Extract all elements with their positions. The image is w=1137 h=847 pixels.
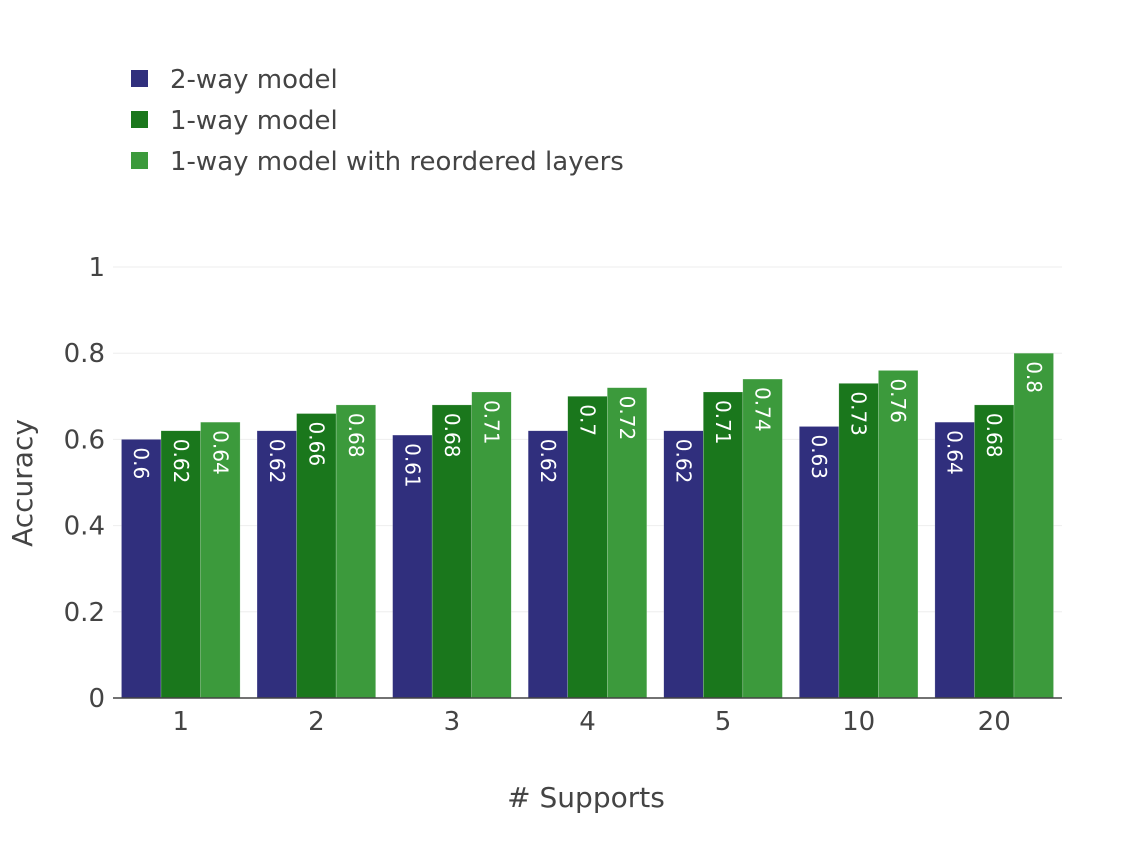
legend-swatch	[131, 70, 148, 87]
bar	[934, 421, 975, 699]
x-tick-label: 10	[842, 707, 875, 737]
bar	[663, 430, 704, 699]
bar	[838, 383, 879, 699]
bar-data-label: 0.64	[943, 430, 967, 475]
y-tick-label: 0	[88, 684, 105, 714]
bar	[607, 387, 648, 699]
bar-data-label: 0.74	[751, 387, 775, 432]
bar	[567, 396, 608, 699]
bar-data-label: 0.72	[615, 396, 639, 441]
bar-data-label: 0.8	[1022, 361, 1046, 393]
y-tick-label: 1	[88, 253, 105, 283]
bar-data-label: 0.68	[440, 413, 464, 458]
bar-data-label: 0.66	[304, 422, 328, 467]
bar	[799, 426, 840, 699]
bar	[878, 370, 919, 699]
y-tick-label: 0.8	[64, 339, 105, 369]
x-tick-label: 3	[444, 707, 461, 737]
x-tick-label: 1	[173, 707, 190, 737]
bar-data-label: 0.62	[672, 439, 696, 484]
legend-label: 2-way model	[170, 65, 338, 95]
y-axis-label: Accuracy	[6, 419, 39, 547]
bar-data-label: 0.73	[847, 391, 871, 436]
bar	[527, 430, 568, 699]
x-tick-label: 20	[978, 707, 1011, 737]
bar-data-label: 0.62	[265, 439, 289, 484]
bar-data-label: 0.76	[886, 378, 910, 423]
bar-data-label: 0.71	[711, 400, 735, 445]
x-tick-label: 5	[715, 707, 732, 737]
bar-data-label: 0.71	[479, 400, 503, 445]
bar	[742, 378, 783, 699]
bar	[1013, 352, 1054, 699]
bars-group: 0.6 0.62 0.64 0.62 0.66 0.68 0.61 0.68 0.71 0.62 0…	[121, 352, 1054, 699]
bar-data-label: 0.62	[169, 439, 193, 484]
legend: 2-way model 1-way model 1-way model with r…	[131, 65, 624, 177]
bar-data-label: 0.68	[982, 413, 1006, 458]
legend-label: 1-way model with reordered layers	[170, 147, 624, 177]
y-tick-label: 0.4	[64, 512, 105, 542]
y-tick-label: 0.6	[64, 425, 105, 455]
bar	[392, 434, 433, 699]
bar	[200, 421, 241, 699]
bar	[256, 430, 297, 699]
bar-data-label: 0.64	[208, 430, 232, 475]
bar-data-label: 0.7	[576, 404, 600, 436]
axes: 0 0.2 0.4 0.6 0.8 1 1 2 3 4 5 10 20	[64, 253, 1062, 737]
legend-label: 1-way model	[170, 106, 338, 136]
bar-data-label: 0.6	[129, 447, 153, 479]
bar	[703, 391, 744, 699]
bar	[296, 413, 337, 699]
bar	[335, 404, 376, 699]
y-tick-label: 0.2	[64, 598, 105, 628]
x-tick-label: 2	[308, 707, 325, 737]
x-axis-label: # Supports	[507, 781, 665, 814]
bar	[121, 439, 162, 699]
bar-data-label: 0.68	[344, 413, 368, 458]
bar	[974, 404, 1015, 699]
legend-swatch	[131, 152, 148, 169]
bar-data-label: 0.63	[807, 434, 831, 479]
x-tick-label: 4	[579, 707, 596, 737]
bar-data-label: 0.61	[400, 443, 424, 488]
legend-swatch	[131, 111, 148, 128]
bar	[471, 391, 512, 699]
bar-data-label: 0.62	[536, 439, 560, 484]
